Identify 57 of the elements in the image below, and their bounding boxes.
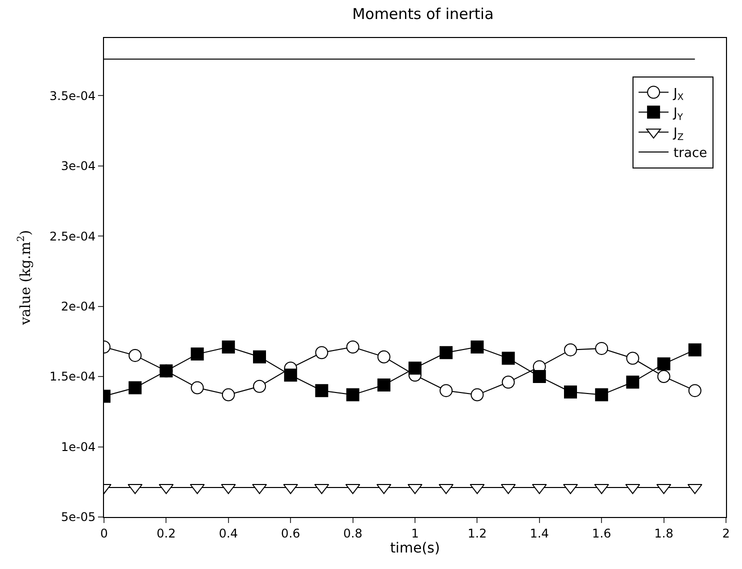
point xyxy=(532,370,546,384)
legend-label: trace xyxy=(674,146,708,162)
point xyxy=(470,388,484,402)
x-tick-label: 1 xyxy=(411,526,419,540)
y-tick-label: 5e-05 xyxy=(60,510,96,524)
point xyxy=(626,376,640,389)
point xyxy=(253,350,266,364)
point xyxy=(128,348,142,362)
x-tick-label: 0.6 xyxy=(281,526,300,540)
point xyxy=(595,388,608,402)
point xyxy=(440,384,453,398)
point xyxy=(626,352,640,365)
point xyxy=(377,350,390,364)
x-tick-label: 0.2 xyxy=(156,526,176,540)
point xyxy=(222,388,235,402)
point xyxy=(128,381,142,394)
y-tick-label: 1.5e-04 xyxy=(50,370,96,384)
point xyxy=(657,370,670,384)
point xyxy=(564,343,577,356)
x-tick-label: 1.2 xyxy=(468,526,487,540)
x-tick-label: 0 xyxy=(100,526,108,540)
point xyxy=(284,368,298,382)
x-tick-label: 0.8 xyxy=(343,526,362,540)
point xyxy=(315,346,328,360)
y-tick-label: 3e-04 xyxy=(60,159,96,174)
x-tick-label: 0.4 xyxy=(218,526,238,540)
point xyxy=(564,385,577,398)
x-tick-label: 1.6 xyxy=(592,526,612,540)
point xyxy=(346,340,360,354)
legend-label: J$_{X}$ xyxy=(672,86,684,104)
legend-label: J$_{Y}$ xyxy=(672,106,684,123)
point xyxy=(190,348,204,361)
point xyxy=(253,380,266,393)
y-tick-label: 1e-04 xyxy=(60,440,96,454)
x-axis-title: time(s) xyxy=(390,540,440,556)
point xyxy=(470,340,484,354)
point xyxy=(315,384,328,398)
point xyxy=(688,343,702,356)
point xyxy=(595,342,608,355)
x-tick-label: 1.4 xyxy=(530,526,549,540)
point xyxy=(346,388,360,402)
point xyxy=(190,381,204,394)
point xyxy=(377,378,390,392)
x-tick-label: 2 xyxy=(722,526,730,540)
point xyxy=(222,340,235,354)
chart-title: Moments of inertia xyxy=(352,5,494,24)
point xyxy=(657,357,670,370)
point xyxy=(440,346,453,360)
point xyxy=(502,376,515,389)
y-tick-label: 3.5e-04 xyxy=(50,88,96,103)
y-tick-label: 2e-04 xyxy=(60,300,96,314)
point xyxy=(408,362,422,375)
legend-label: J$_{Z}$ xyxy=(672,126,684,143)
y-tick-label: 2.5e-04 xyxy=(50,229,96,244)
x-tick-label: 1.8 xyxy=(654,526,674,540)
point xyxy=(688,384,702,398)
point xyxy=(502,352,515,365)
